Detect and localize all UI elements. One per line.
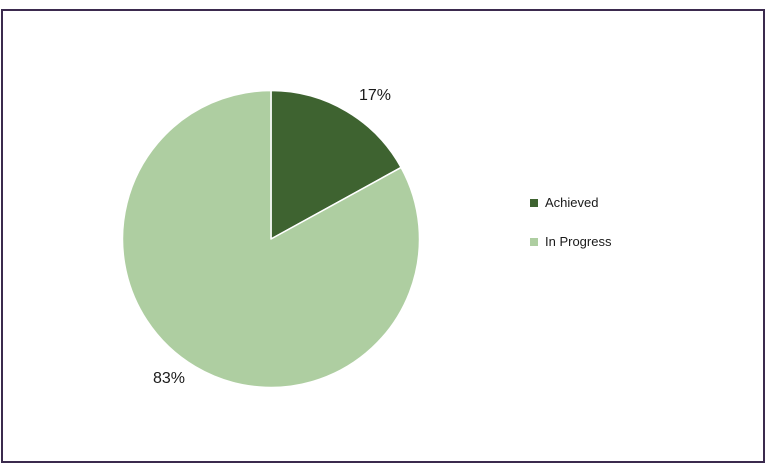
chart-frame: 17% 83% Achieved In Progress [1,9,765,463]
legend-swatch-in-progress-icon [530,237,538,246]
legend-item-achieved: Achieved [530,195,611,210]
data-label-achieved: 17% [358,87,392,104]
legend-item-in-progress: In Progress [530,234,611,249]
legend-swatch-achieved-icon [530,198,538,207]
legend-label-achieved: Achieved [545,195,599,210]
pie-slice-in-progress [121,89,421,389]
pie-slice-achieved [270,89,402,240]
data-label-in-progress: 83% [152,370,186,387]
pie-svg [121,89,421,389]
legend-label-in-progress: In Progress [545,234,612,249]
legend: Achieved In Progress [530,195,611,249]
